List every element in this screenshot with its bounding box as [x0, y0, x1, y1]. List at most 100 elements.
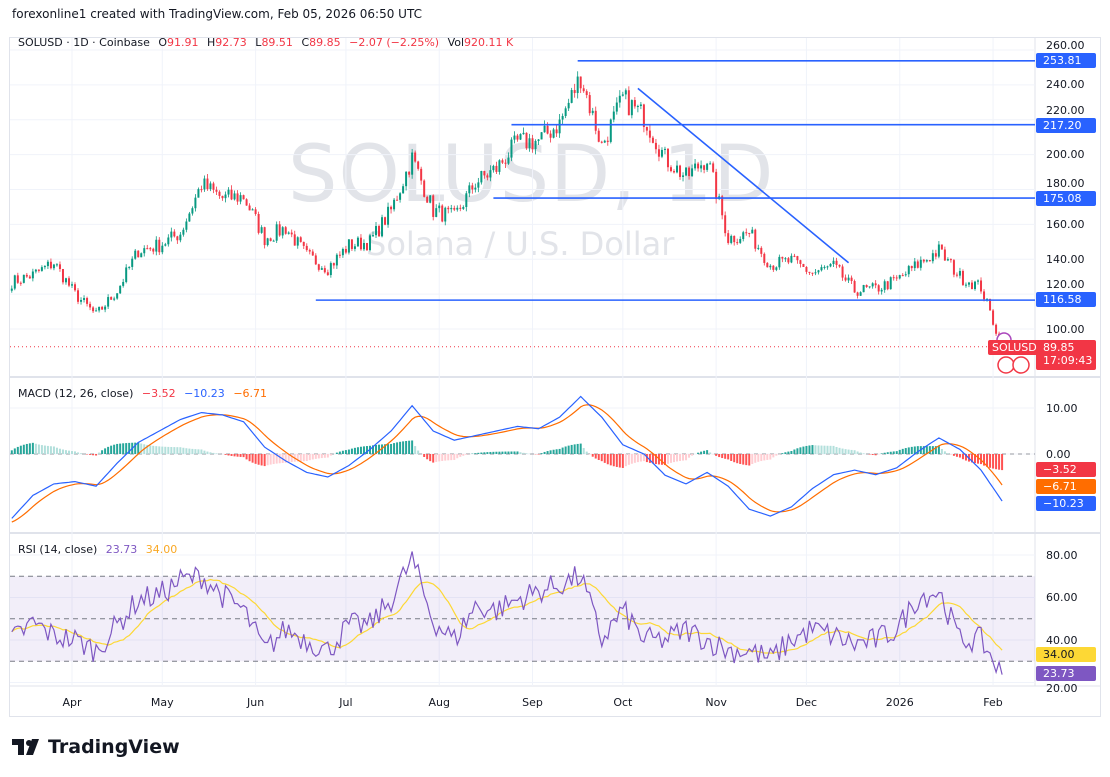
- change-value: −2.07 (−2.25%): [349, 36, 440, 49]
- candle: [739, 239, 742, 243]
- candle: [477, 182, 480, 188]
- macd-histogram-bar: [700, 451, 703, 454]
- macd-histogram-bar: [390, 443, 393, 454]
- time-tick-label: Sep: [522, 696, 543, 709]
- symbol-price-label: SOLUSD: [988, 340, 1041, 355]
- candle: [709, 163, 712, 165]
- candle: [754, 229, 757, 249]
- candle: [143, 248, 146, 254]
- candle: [128, 266, 131, 268]
- macd-histogram-bar: [922, 446, 925, 454]
- candle: [344, 248, 347, 253]
- macd-histogram-bar: [784, 452, 787, 454]
- macd-histogram-bar: [462, 454, 465, 456]
- candle: [31, 271, 34, 279]
- candle: [161, 245, 164, 253]
- macd-histogram-bar: [483, 452, 486, 454]
- candle: [609, 119, 612, 142]
- tradingview-logo[interactable]: TradingView: [12, 736, 180, 758]
- candle: [432, 195, 435, 217]
- candle: [516, 135, 519, 140]
- macd-signal-value: −6.71: [233, 387, 268, 400]
- candle: [290, 232, 293, 235]
- macd-histogram-bar: [977, 454, 980, 464]
- macd-histogram-bar: [1001, 454, 1004, 471]
- macd-histogram-bar: [335, 452, 338, 454]
- candle: [245, 199, 248, 206]
- macd-histogram-bar: [450, 454, 453, 461]
- macd-histogram-bar: [275, 454, 278, 464]
- macd-histogram-bar: [787, 451, 790, 454]
- high-label: H: [207, 36, 216, 49]
- macd-histogram-bar: [107, 446, 110, 454]
- macd-histogram-bar: [356, 447, 359, 454]
- macd-histogram-bar: [179, 447, 182, 454]
- time-tick-label: Feb: [983, 696, 1003, 709]
- macd-histogram-bar: [278, 454, 281, 464]
- candle: [886, 281, 889, 290]
- macd-histogram-bar: [459, 454, 462, 457]
- candle: [519, 134, 522, 140]
- candle: [58, 264, 61, 269]
- candle: [537, 139, 540, 141]
- macd-histogram-bar: [22, 444, 25, 454]
- price-tick-label: 200.00: [1046, 148, 1085, 162]
- macd-histogram-bar: [245, 454, 248, 460]
- credit-text: forexonline1 created with TradingView.co…: [12, 7, 422, 21]
- rsi-tag: 23.73: [1036, 666, 1096, 681]
- candle: [967, 282, 970, 285]
- candle: [844, 277, 847, 281]
- candle: [961, 270, 964, 285]
- macd-histogram-bar: [883, 452, 886, 454]
- candle: [651, 137, 654, 143]
- macd-histogram-bar: [597, 454, 600, 460]
- candle: [381, 217, 384, 237]
- macd-histogram-bar: [426, 454, 429, 460]
- logo-text: TradingView: [48, 736, 180, 758]
- macd-histogram-bar: [396, 442, 399, 454]
- macd-histogram-bar: [101, 450, 104, 454]
- macd-histogram-bar: [504, 451, 507, 454]
- candle: [119, 285, 122, 294]
- macd-histogram-bar: [387, 444, 390, 454]
- candle: [158, 239, 161, 253]
- candle: [402, 186, 405, 194]
- candle: [480, 171, 483, 183]
- rsi-legend: RSI (14, close) 23.73 34.00: [18, 543, 182, 556]
- macd-histogram-bar: [507, 451, 510, 454]
- macd-histogram-bar: [498, 451, 501, 454]
- macd-histogram-bar: [188, 448, 191, 454]
- candle: [943, 249, 946, 261]
- candle: [712, 163, 715, 172]
- candle: [74, 284, 77, 291]
- candle: [654, 142, 657, 150]
- candle: [832, 260, 835, 265]
- macd-histogram-bar: [769, 454, 772, 460]
- macd-histogram-bar: [417, 450, 420, 454]
- candle: [131, 258, 134, 267]
- candle: [763, 253, 766, 263]
- macd-histogram-bar: [561, 447, 564, 454]
- macd-histogram-bar: [272, 454, 275, 465]
- candle: [173, 231, 176, 237]
- candle: [721, 196, 724, 216]
- macd-histogram-bar: [992, 454, 995, 469]
- candle: [203, 178, 206, 190]
- macd-signal-line: [11, 404, 1003, 523]
- macd-histogram-bar: [718, 454, 721, 458]
- candle: [390, 206, 393, 210]
- macd-histogram-bar: [52, 446, 55, 454]
- candle: [958, 270, 961, 276]
- macd-histogram-bar: [546, 451, 549, 454]
- macd-histogram-bar: [191, 448, 194, 454]
- macd-histogram-bar: [323, 454, 326, 458]
- candle: [489, 170, 492, 178]
- candle: [919, 259, 922, 268]
- candle: [814, 272, 817, 274]
- macd-histogram-bar: [594, 454, 597, 459]
- candle: [417, 161, 420, 169]
- candle: [835, 260, 838, 265]
- macd-histogram-bar: [603, 454, 606, 463]
- macd-histogram-bar: [46, 445, 49, 454]
